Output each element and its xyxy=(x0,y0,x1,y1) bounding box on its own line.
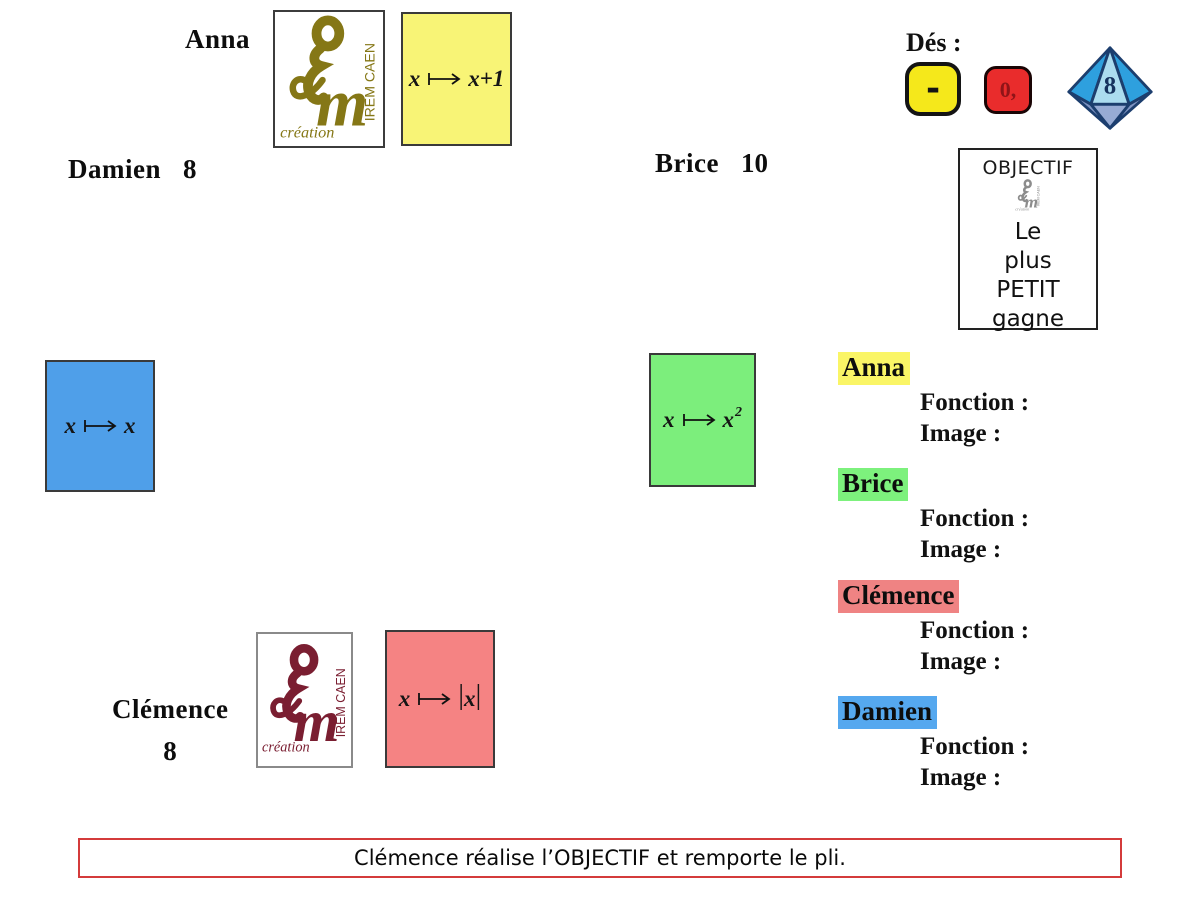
octahedron-die[interactable]: 8 xyxy=(1062,44,1158,132)
svg-text:IREM CAEN: IREM CAEN xyxy=(362,43,378,121)
mapsto-arrow-icon xyxy=(418,693,451,705)
fonction-label: Fonction : xyxy=(920,389,1030,416)
svg-text:IREM CAEN: IREM CAEN xyxy=(1037,186,1041,207)
player-name-clemence: Clémence xyxy=(112,694,229,724)
fonction-label: Fonction : xyxy=(920,617,1030,644)
mapsto-arrow-icon xyxy=(428,73,461,85)
player-name-brice: Brice xyxy=(655,148,719,178)
octahedron-die-face: 8 xyxy=(1104,73,1116,100)
player-name-anna: Anna xyxy=(185,24,251,54)
objective-title: OBJECTIF xyxy=(982,157,1074,179)
svg-text:création: création xyxy=(1015,207,1029,212)
player-score-damien: 8 xyxy=(183,154,197,184)
deck-back-card-bottom[interactable]: m création IREM CAEN xyxy=(256,632,353,768)
fonction-label: Fonction : xyxy=(920,505,1030,532)
roster-name-damien: Damien xyxy=(838,696,937,729)
roster-name-brice: Brice xyxy=(838,468,909,501)
played-card-brice[interactable]: x x2 xyxy=(649,353,756,487)
roster-name-clemence: Clémence xyxy=(838,580,960,613)
mapsto-arrow-icon xyxy=(84,420,117,432)
svg-text:création: création xyxy=(261,740,309,756)
jm-logo-icon: m création IREM CAEN xyxy=(280,15,378,142)
function-expression: x x+1 xyxy=(408,66,505,91)
dice-label: Dés : xyxy=(906,28,962,57)
player-name-damien: Damien xyxy=(68,154,161,184)
svg-text:IREM CAEN: IREM CAEN xyxy=(334,668,348,737)
decimal-die-face: 0, xyxy=(999,77,1017,102)
player-score-brice: 10 xyxy=(740,148,768,178)
roster-entry-damien: Damien Fonction : Image : xyxy=(838,696,1029,793)
function-expression: x x xyxy=(64,413,136,438)
image-label: Image : xyxy=(920,764,1002,791)
player-row-damien: Damien 8 xyxy=(68,154,197,185)
sign-die[interactable]: - xyxy=(905,62,961,116)
svg-text:m: m xyxy=(1025,193,1038,212)
svg-text:m: m xyxy=(316,66,368,141)
roster-entry-clemence: Clémence Fonction : Image : xyxy=(838,580,1029,677)
jm-logo-mini-icon: m création IREM CAEN xyxy=(1015,179,1041,212)
played-card-damien[interactable]: x x xyxy=(45,360,155,492)
image-label: Image : xyxy=(920,536,1002,563)
function-expression: x x2 xyxy=(663,405,742,432)
roster-entry-brice: Brice Fonction : Image : xyxy=(838,468,1029,565)
played-card-anna[interactable]: x x+1 xyxy=(401,12,512,146)
svg-text:création: création xyxy=(280,124,334,142)
player-score-clemence: 8 xyxy=(163,736,177,766)
jm-logo-icon: m création IREM CAEN xyxy=(261,644,348,756)
function-expression: x |x| xyxy=(398,679,482,712)
mapsto-arrow-icon xyxy=(682,414,716,426)
roster-name-anna: Anna xyxy=(838,352,911,385)
image-label: Image : xyxy=(920,648,1002,675)
status-banner: Clémence réalise l’OBJECTIF et remporte … xyxy=(78,838,1122,878)
roster-entry-anna: Anna Fonction : Image : xyxy=(838,352,1029,449)
decimal-die[interactable]: 0, xyxy=(984,66,1032,114)
objective-text: Le plus PETIT gagne xyxy=(991,219,1065,332)
status-message: Clémence réalise l’OBJECTIF et remporte … xyxy=(354,846,846,870)
fonction-label: Fonction : xyxy=(920,733,1030,760)
objective-card[interactable]: OBJECTIF m création IREM CAEN Le plus PE… xyxy=(958,148,1098,332)
svg-text:m: m xyxy=(293,688,339,754)
played-card-clemence[interactable]: x |x| xyxy=(385,630,495,768)
player-row-brice: Brice 10 xyxy=(655,148,768,179)
deck-back-card-top[interactable]: m création IREM CAEN xyxy=(273,10,385,148)
image-label: Image : xyxy=(920,420,1002,447)
